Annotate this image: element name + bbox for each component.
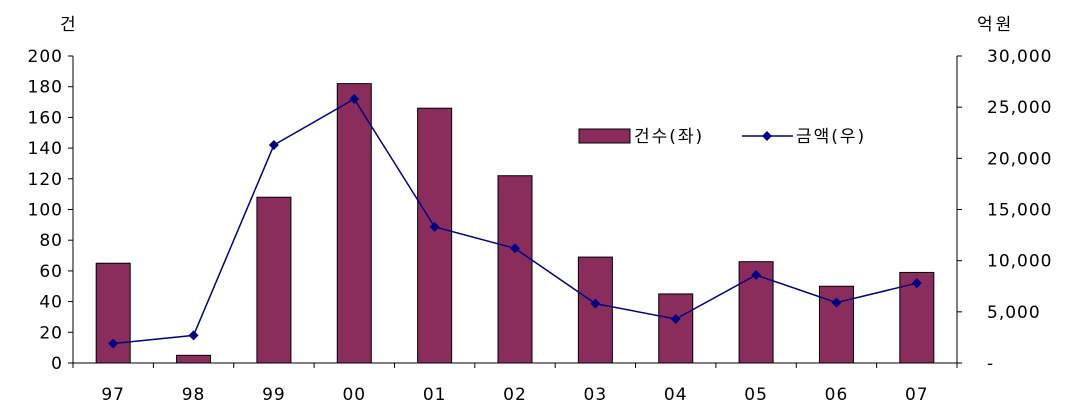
left-axis-tick-label: 80 xyxy=(39,231,63,251)
legend-bar-label: 건수(좌) xyxy=(634,127,704,147)
x-axis-tick-label: 03 xyxy=(584,385,608,403)
left-axis-tick-label: 200 xyxy=(28,47,63,67)
right-axis-tick-label: 5,000 xyxy=(987,303,1041,323)
left-axis-tick-label: 120 xyxy=(28,170,63,190)
x-axis-tick-label: 06 xyxy=(825,385,849,403)
left-axis-tick-label: 160 xyxy=(28,108,63,128)
legend-line-marker xyxy=(762,131,772,141)
bar xyxy=(256,196,292,364)
legend-bar-swatch xyxy=(578,128,631,144)
bar xyxy=(336,83,372,364)
left-axis-tick-label: 60 xyxy=(39,262,63,282)
left-axis-tick-label: 20 xyxy=(39,323,63,343)
bar xyxy=(417,107,453,364)
left-axis-tick-label: 100 xyxy=(28,201,63,221)
right-axis-tick-label: 10,000 xyxy=(987,252,1052,272)
left-axis-unit-label: 건 xyxy=(60,15,79,35)
legend: 건수(좌) 금액(우) xyxy=(578,127,866,147)
line-point xyxy=(751,269,762,280)
line-point xyxy=(670,313,681,324)
right-axis-tick-label: 20,000 xyxy=(987,149,1052,169)
bar xyxy=(658,293,694,364)
line-series xyxy=(108,93,922,349)
x-axis-tick-label: 00 xyxy=(342,385,366,403)
line-point xyxy=(108,338,119,349)
left-axis-tick-label: 140 xyxy=(28,139,63,159)
right-axis-unit-label: 억원 xyxy=(977,15,1014,35)
left-axis-tick-label: 0 xyxy=(51,354,63,374)
line-point xyxy=(188,330,199,341)
axes: 020406080100120140160180200-5,00010,0001… xyxy=(28,47,1052,403)
bar xyxy=(497,175,533,364)
bar xyxy=(176,354,212,364)
x-axis-tick-label: 99 xyxy=(262,385,286,403)
right-axis-tick-label: 25,000 xyxy=(987,98,1052,118)
bar xyxy=(577,256,613,364)
line-point xyxy=(831,297,842,308)
right-axis-tick-label: 15,000 xyxy=(987,201,1052,221)
line-point xyxy=(268,140,279,151)
left-axis-tick-label: 40 xyxy=(39,293,63,313)
x-axis-tick-label: 97 xyxy=(101,385,125,403)
line-point xyxy=(590,298,601,309)
left-axis-tick-label: 180 xyxy=(28,78,63,98)
legend-line-label: 금액(우) xyxy=(796,127,866,147)
line-point xyxy=(429,221,440,232)
x-axis-tick-label: 05 xyxy=(744,385,768,403)
right-axis-tick-label: 30,000 xyxy=(987,47,1052,67)
line-point xyxy=(911,278,922,289)
x-axis-tick-label: 98 xyxy=(182,385,206,403)
x-axis-tick-label: 07 xyxy=(905,385,929,403)
right-axis-tick-label: - xyxy=(987,354,994,374)
bar-series xyxy=(95,83,935,364)
line-point xyxy=(349,93,360,104)
line-point xyxy=(510,243,520,254)
x-axis-tick-label: 04 xyxy=(664,385,688,403)
x-axis-tick-label: 01 xyxy=(423,385,447,403)
x-axis-tick-label: 02 xyxy=(503,385,527,403)
bar xyxy=(899,271,935,364)
